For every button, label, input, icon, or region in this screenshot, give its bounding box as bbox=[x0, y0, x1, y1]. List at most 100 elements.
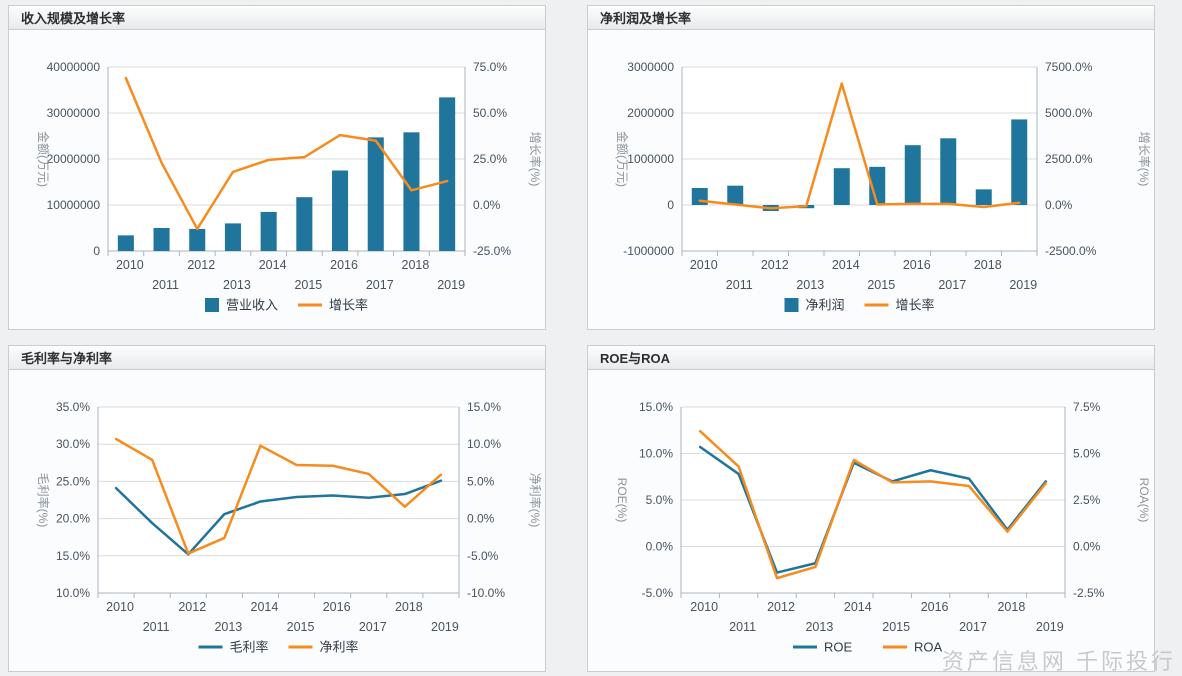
bar-营业收入[interactable] bbox=[439, 97, 456, 251]
line-ROA[interactable] bbox=[698, 429, 1048, 580]
bar-净利润[interactable] bbox=[940, 138, 957, 205]
bar-净利润[interactable] bbox=[904, 145, 921, 205]
legend-item-毛利率[interactable]: 毛利率 bbox=[198, 640, 269, 655]
left-axis-tick: 0 bbox=[667, 198, 674, 212]
right-axis-tick: 15.0% bbox=[467, 400, 501, 414]
legend-swatch bbox=[205, 298, 219, 312]
panel-header: 净利润及增长率 bbox=[588, 6, 1154, 30]
left-axis-tick: 2000000 bbox=[627, 106, 674, 120]
legend-label: ROA bbox=[914, 640, 943, 655]
right-axis-tick: 10.0% bbox=[467, 437, 501, 451]
x-axis-label: 2019 bbox=[1036, 620, 1064, 634]
roe-roa-chart[interactable]: -5.0% -2.5% 0.0% 0.0% 5.0% 2.5% 10.0% 5.0% 15.0%… bbox=[588, 371, 1154, 671]
x-axis-label: 2012 bbox=[187, 258, 215, 272]
bar-净利润[interactable] bbox=[869, 166, 886, 205]
left-axis-tick: 35.0% bbox=[56, 400, 90, 414]
x-axis-label: 2015 bbox=[882, 620, 910, 634]
legend-item-增长率[interactable]: 增长率 bbox=[864, 298, 935, 313]
panel-revenue-growth: 收入规模及增长率 0 -25.0% 10000000 0.0% 20000000 25.0… bbox=[8, 5, 546, 330]
bar-净利润[interactable] bbox=[975, 189, 992, 205]
panel-title: 净利润及增长率 bbox=[600, 11, 692, 26]
left-axis-tick: 15.0% bbox=[56, 549, 90, 563]
right-axis-tick: 0.0% bbox=[467, 512, 495, 526]
x-axis-label: 2017 bbox=[366, 278, 394, 292]
x-axis-label: 2019 bbox=[431, 620, 459, 634]
line-增长率[interactable] bbox=[698, 82, 1021, 210]
watermark: 资产信息网 千际投行 bbox=[941, 649, 1176, 674]
margins-chart[interactable]: 10.0% -10.0% 15.0% -5.0% 20.0% 0.0% 25.0% 5.0% 3… bbox=[9, 371, 545, 671]
panel-header: 收入规模及增长率 bbox=[9, 6, 545, 30]
bar-营业收入[interactable] bbox=[296, 197, 313, 251]
netprofit-growth-chart[interactable]: -1000000 -2500.0% 0 0.0% 1000000 2500.0% 20000… bbox=[588, 31, 1154, 329]
panel-header: ROE与ROA bbox=[588, 346, 1154, 370]
line-毛利率[interactable] bbox=[114, 479, 443, 556]
x-axis-label: 2016 bbox=[323, 600, 351, 614]
right-axis-tick: 50.0% bbox=[473, 106, 507, 120]
bar-净利润[interactable] bbox=[1011, 119, 1028, 205]
legend-item-净利润[interactable]: 净利润 bbox=[784, 298, 845, 313]
bar-营业收入[interactable] bbox=[332, 170, 349, 252]
x-axis-label: 2017 bbox=[959, 620, 987, 634]
legend-item-增长率[interactable]: 增长率 bbox=[298, 298, 368, 313]
left-axis-tick: 3000000 bbox=[627, 60, 674, 74]
left-axis-tick: 30.0% bbox=[56, 437, 90, 451]
x-axis-label: 2013 bbox=[214, 620, 242, 634]
x-axis-label: 2010 bbox=[690, 258, 718, 272]
right-axis-tick: -25.0% bbox=[473, 244, 511, 258]
right-axis-tick: -10.0% bbox=[467, 586, 505, 600]
left-axis-tick: 0.0% bbox=[646, 540, 674, 554]
right-axis-title: 净利率(%) bbox=[528, 473, 543, 528]
x-axis-label: 2012 bbox=[767, 600, 795, 614]
left-axis-tick: 5.0% bbox=[646, 493, 674, 507]
bar-营业收入[interactable] bbox=[224, 223, 241, 251]
bar-营业收入[interactable] bbox=[367, 137, 384, 251]
legend-label: 营业收入 bbox=[226, 298, 278, 313]
left-axis-tick: -1000000 bbox=[623, 244, 674, 258]
bar-营业收入[interactable] bbox=[403, 132, 420, 251]
right-axis-title: 增长率(%) bbox=[528, 132, 543, 187]
chart-svg: -1000000 -2500.0% 0 0.0% 1000000 2500.0% 20000… bbox=[615, 60, 1152, 313]
x-axis-label: 2016 bbox=[921, 600, 949, 614]
legend-item-ROE[interactable]: ROE bbox=[793, 640, 853, 655]
x-axis-label: 2019 bbox=[1009, 278, 1037, 292]
legend-item-ROA[interactable]: ROA bbox=[883, 640, 943, 655]
panel-netprofit-growth: 净利润及增长率 -1000000 -2500.0% 0 0.0% 1000000 2500… bbox=[587, 5, 1155, 330]
legend-item-营业收入[interactable]: 营业收入 bbox=[205, 298, 278, 313]
legend-label: 毛利率 bbox=[230, 640, 269, 655]
x-axis-label: 2011 bbox=[729, 620, 756, 634]
bar-营业收入[interactable] bbox=[117, 235, 134, 251]
x-axis-label: 2010 bbox=[690, 600, 718, 614]
bar-净利润[interactable] bbox=[833, 168, 850, 205]
x-axis-label: 2014 bbox=[259, 258, 287, 272]
left-axis-tick: 10000000 bbox=[47, 198, 101, 212]
bar-净利润[interactable] bbox=[727, 185, 744, 205]
x-axis-label: 2014 bbox=[832, 258, 860, 272]
bar-营业收入[interactable] bbox=[153, 228, 170, 251]
chart-svg: -5.0% -2.5% 0.0% 0.0% 5.0% 2.5% 10.0% 5.0% 15.0%… bbox=[615, 400, 1151, 655]
right-axis-tick: 5000.0% bbox=[1045, 106, 1093, 120]
x-axis-label: 2012 bbox=[761, 258, 789, 272]
left-axis-tick: 10.0% bbox=[639, 447, 673, 461]
x-axis-label: 2010 bbox=[106, 600, 134, 614]
right-axis-tick: 7.5% bbox=[1073, 400, 1101, 414]
x-axis-label: 2018 bbox=[997, 600, 1025, 614]
line-增长率[interactable] bbox=[124, 76, 449, 231]
line-净利率[interactable] bbox=[114, 437, 443, 555]
bar-营业收入[interactable] bbox=[189, 228, 206, 251]
left-axis-tick: 20.0% bbox=[56, 512, 90, 526]
x-axis-label: 2018 bbox=[395, 600, 423, 614]
left-axis-title: 金额(万元) bbox=[36, 131, 51, 187]
left-axis-title: 毛利率(%) bbox=[36, 473, 51, 528]
left-axis-tick: 10.0% bbox=[56, 586, 90, 600]
panel-margins: 毛利率与净利率 10.0% -10.0% 15.0% -5.0% 20.0% 0.0% 25… bbox=[8, 345, 546, 672]
x-axis-label: 2014 bbox=[844, 600, 872, 614]
x-axis-label: 2015 bbox=[294, 278, 322, 292]
legend-item-净利率[interactable]: 净利率 bbox=[288, 640, 359, 655]
x-axis-label: 2016 bbox=[330, 258, 358, 272]
x-axis-label: 2010 bbox=[116, 258, 144, 272]
x-axis-label: 2013 bbox=[796, 278, 824, 292]
bar-营业收入[interactable] bbox=[260, 211, 277, 251]
revenue-growth-chart[interactable]: 0 -25.0% 10000000 0.0% 20000000 25.0% 30000000… bbox=[9, 31, 545, 329]
x-axis-label: 2011 bbox=[152, 278, 179, 292]
x-axis-label: 2011 bbox=[143, 620, 170, 634]
